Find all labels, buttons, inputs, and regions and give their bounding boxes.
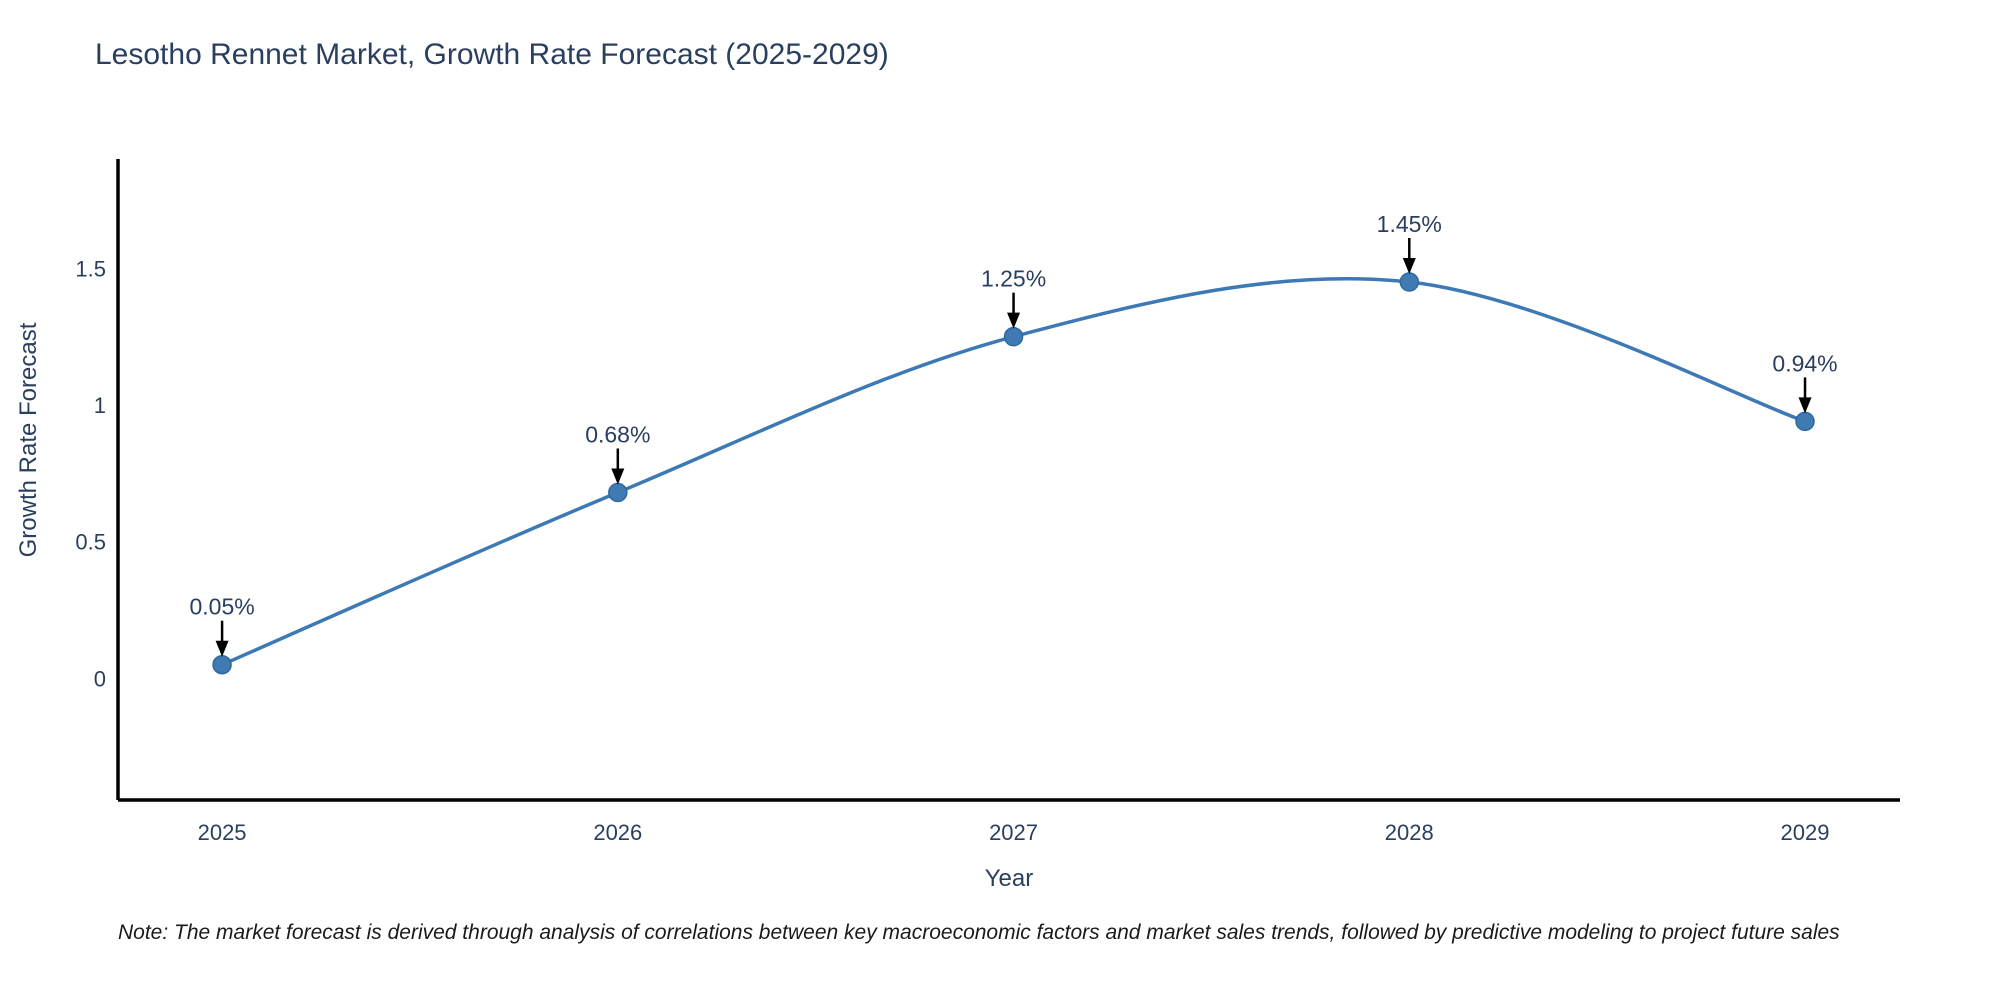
data-point-marker[interactable] [1399,272,1420,292]
y-tick-label: 1 [94,393,106,418]
note-text: Note: The market forecast is derived thr… [118,921,1840,944]
x-tick-label: 2027 [989,820,1038,845]
line-series [212,272,1815,675]
annotation-arrowhead-icon [611,468,625,485]
annotation-arrowhead-icon [1798,397,1812,414]
y-tick-label: 0 [94,666,106,691]
data-point-marker[interactable] [1795,411,1815,432]
annotation-arrowhead-icon [1402,258,1416,275]
point-value-label: 1.45% [1377,211,1442,237]
point-annotations: 0.05% 0.68% 1.25% 1.45% 0.94% [189,211,1838,657]
point-value-label: 0.94% [1772,350,1837,376]
data-point-marker[interactable] [1003,326,1024,347]
point-value-label: 1.25% [981,266,1046,292]
annotation-arrowhead-icon [215,640,229,657]
chart-title: Lesotho Rennet Market, Growth Rate Forec… [95,38,889,71]
point-value-label: 0.05% [189,594,254,620]
annotation-arrowhead-icon [1007,312,1021,329]
point-value-label: 0.68% [585,421,650,447]
x-tick-label: 2026 [593,820,642,845]
y-tick-label: 1.5 [75,256,106,281]
data-point-marker[interactable] [608,482,628,503]
y-tick-label: 0.5 [75,530,106,555]
x-axis-title: Year [985,865,1034,892]
axes [116,159,1900,802]
x-tick-label: 2028 [1385,820,1434,845]
x-tick-label: 2029 [1781,820,1830,845]
tick-labels: 0 0.5 1 1.5 2025 2026 2027 2028 2029 [75,256,1829,845]
x-tick-label: 2025 [198,820,247,845]
y-axis-title: Growth Rate Forecast [15,322,42,557]
data-point-marker[interactable] [212,654,232,675]
